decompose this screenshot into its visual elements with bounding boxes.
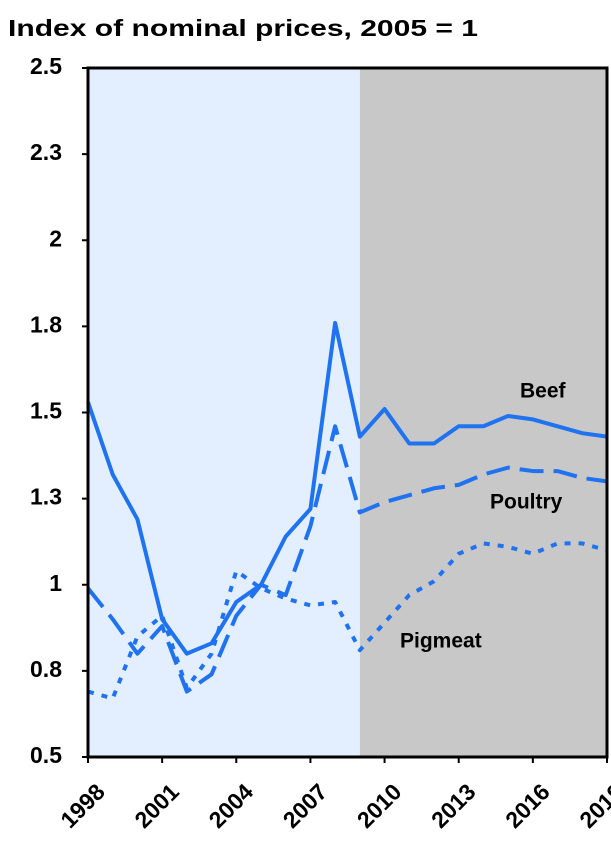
series-line xyxy=(86,320,608,656)
x-tick-label: 2001 xyxy=(129,778,184,833)
chart-title: Index of nominal prices, 2005 = 1 xyxy=(8,15,478,41)
x-tick-label: 2016 xyxy=(500,778,555,833)
x-tick-label: 1998 xyxy=(55,778,110,833)
y-tick-label: 1 xyxy=(49,570,62,596)
x-tick-label: 2013 xyxy=(426,778,481,833)
y-tick-label: 2.3 xyxy=(30,139,62,165)
series-line xyxy=(87,541,608,701)
series-label: Pigmeat xyxy=(400,630,482,653)
y-tick-label: 0.8 xyxy=(30,656,62,682)
series-label: Beef xyxy=(520,380,567,403)
y-tick-label: 0.5 xyxy=(30,742,62,768)
series-label: Poultry xyxy=(490,491,563,514)
x-tick-label: 2019 xyxy=(574,778,611,833)
x-tick-label: 2010 xyxy=(352,778,407,833)
y-tick-label: 2.5 xyxy=(30,53,62,79)
series-line xyxy=(86,424,608,694)
y-tick-label: 2 xyxy=(49,225,62,251)
y-tick-label: 1.8 xyxy=(30,311,62,337)
y-tick-label: 1.3 xyxy=(30,484,62,510)
plot-frame xyxy=(86,66,609,759)
projection-region xyxy=(359,68,607,757)
x-tick-label: 2007 xyxy=(278,778,333,833)
x-tick-label: 2004 xyxy=(204,778,259,833)
y-tick-label: 1.5 xyxy=(30,398,62,424)
